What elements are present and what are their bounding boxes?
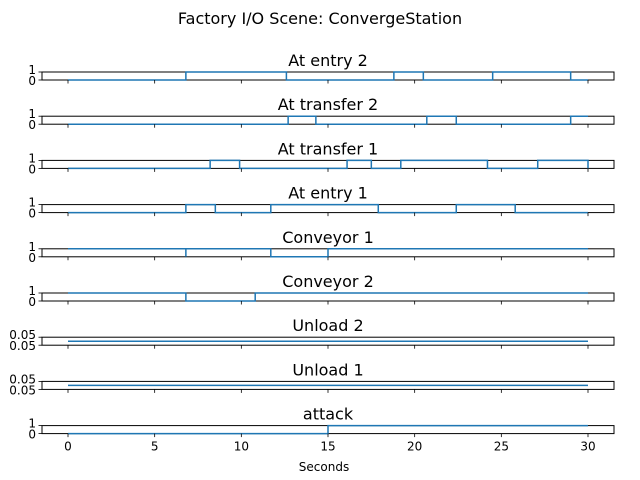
subplot-4: Conveyor 1 01 — [28, 228, 615, 265]
subplot-title: At entry 1 — [288, 184, 368, 203]
series-line — [68, 248, 588, 258]
y-tick-label: 0 — [28, 428, 36, 442]
subplot-title: At transfer 1 — [278, 139, 378, 158]
x-tick-label: 25 — [494, 440, 509, 454]
subplot-2: At transfer 1 01 — [28, 139, 615, 176]
y-tick-label: 0.05 — [9, 383, 36, 397]
axes-frame — [41, 115, 615, 125]
y-tick-label: 0 — [28, 295, 36, 309]
figure-title: Factory I/O Scene: ConvergeStation — [178, 9, 462, 28]
y-tick-label: 1 — [28, 107, 36, 121]
subplot-1: At transfer 2 01 — [28, 95, 615, 132]
series-line — [68, 203, 588, 214]
subplot-title: attack — [303, 405, 354, 424]
y-tick-label: 0.05 — [9, 372, 36, 386]
y-tick-label: 0 — [28, 207, 36, 221]
subplot-title: At transfer 2 — [278, 95, 378, 114]
y-tick-label: 1 — [28, 240, 36, 254]
x-axis-label: Seconds — [299, 460, 349, 474]
x-tick-label: 20 — [407, 440, 422, 454]
series-line — [68, 115, 588, 125]
series-line — [68, 71, 588, 81]
x-tick-label: 0 — [64, 440, 72, 454]
series-line — [68, 424, 588, 435]
x-tick-label: 5 — [151, 440, 159, 454]
subplot-0: At entry 2 01 — [28, 51, 615, 88]
x-tick-label: 30 — [580, 440, 595, 454]
subplot-title: Unload 2 — [292, 316, 363, 335]
y-tick-label: 1 — [28, 284, 36, 298]
y-tick-label: 1 — [28, 63, 36, 77]
series-line — [68, 159, 589, 170]
axes-frame — [41, 159, 615, 169]
y-tick-label: 0.05 — [9, 328, 36, 342]
x-tick-label: 10 — [234, 440, 249, 454]
subplot-title: Conveyor 1 — [282, 228, 374, 247]
y-tick-label: 1 — [28, 196, 36, 210]
y-tick-label: 0 — [28, 118, 36, 132]
y-tick-label: 0 — [28, 251, 36, 265]
subplot-5: Conveyor 2 01 — [28, 272, 615, 309]
subplot-title: Conveyor 2 — [282, 272, 374, 291]
axes-frame — [41, 204, 615, 214]
subplot-6: Unload 2 0.050.05 — [9, 316, 615, 353]
y-tick-label: 1 — [28, 151, 36, 165]
axes-frame — [41, 292, 615, 302]
subplot-3: At entry 1 01 — [28, 184, 615, 221]
y-tick-label: 1 — [28, 417, 36, 431]
subplot-title: Unload 1 — [292, 360, 363, 379]
series-line — [68, 292, 588, 302]
subplot-7: Unload 1 0.050.05 — [9, 360, 615, 397]
y-tick-label: 0 — [28, 162, 36, 176]
y-tick-label: 0.05 — [9, 339, 36, 353]
x-tick-label: 15 — [320, 440, 335, 454]
y-tick-label: 0 — [28, 74, 36, 88]
axes-frame — [41, 71, 615, 81]
subplot-title: At entry 2 — [288, 51, 368, 70]
